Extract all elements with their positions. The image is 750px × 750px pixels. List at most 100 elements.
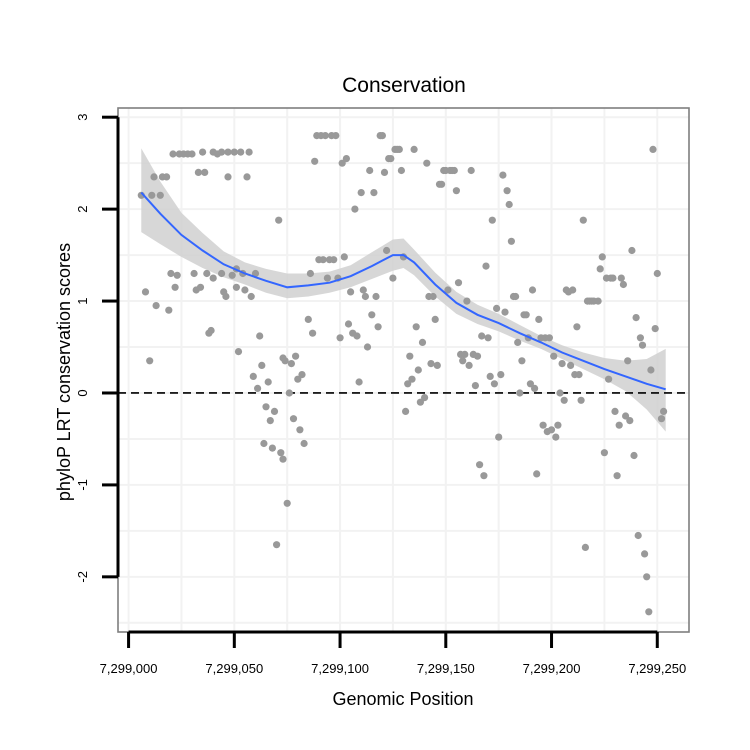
data-point: [218, 269, 226, 278]
data-point: [309, 329, 317, 337]
data-point: [638, 341, 647, 349]
data-point: [294, 375, 302, 383]
data-point: [194, 168, 202, 176]
data-point: [199, 148, 207, 156]
data-point: [165, 306, 173, 314]
data-point: [433, 361, 441, 369]
data-point: [323, 274, 331, 282]
data-point: [218, 148, 226, 156]
data-point: [427, 360, 435, 368]
data-point: [632, 314, 640, 322]
data-point: [657, 415, 666, 423]
data-point: [378, 132, 386, 140]
data-point: [579, 216, 587, 224]
data-point: [514, 338, 522, 346]
data-point: [594, 297, 602, 305]
x-axis: 7,299,000 7,299,050 7,299,100 7,299,150 7,29…: [100, 630, 686, 676]
data-point: [332, 132, 340, 140]
data-point: [516, 389, 524, 397]
data-point: [353, 332, 361, 340]
data-point: [522, 311, 530, 319]
data-point: [292, 352, 300, 360]
data-point: [605, 375, 613, 383]
data-point: [554, 421, 562, 429]
data-point: [397, 166, 405, 175]
data-point: [148, 191, 156, 199]
data-point: [340, 253, 348, 261]
data-point: [444, 286, 452, 294]
data-point: [484, 334, 492, 342]
data-point: [300, 439, 308, 448]
data-point: [613, 472, 621, 480]
data-point: [207, 326, 215, 335]
data-point: [459, 357, 467, 365]
data-point: [243, 173, 251, 181]
y-axis-title: phyloP LRT conservation scores: [54, 243, 74, 501]
data-point: [660, 407, 668, 415]
data-point: [251, 269, 260, 278]
data-point: [203, 269, 211, 278]
data-point: [357, 189, 365, 197]
data-point: [406, 352, 414, 360]
data-point: [596, 265, 604, 273]
data-point: [501, 308, 509, 316]
data-point: [550, 352, 558, 360]
x-axis-title: Genomic Position: [332, 689, 473, 709]
data-point: [277, 449, 285, 457]
data-point: [404, 380, 412, 388]
data-point: [416, 398, 424, 406]
data-point: [463, 297, 471, 305]
y-tick-label: -1: [75, 479, 90, 491]
data-point: [234, 348, 243, 356]
data-point: [478, 332, 486, 340]
data-point: [169, 150, 177, 158]
data-point: [230, 148, 238, 156]
data-point: [152, 302, 160, 310]
data-point: [503, 187, 511, 195]
data-point: [167, 269, 175, 278]
data-point: [254, 384, 262, 392]
data-point: [480, 472, 488, 480]
data-point: [486, 372, 494, 380]
data-point: [647, 366, 655, 374]
data-point: [389, 274, 397, 282]
data-point: [423, 159, 431, 167]
data-point: [628, 246, 636, 255]
y-tick-label: 3: [75, 114, 90, 121]
data-point: [410, 145, 418, 153]
data-point: [473, 352, 482, 360]
data-point: [304, 315, 312, 323]
data-point: [372, 292, 380, 301]
data-point: [467, 166, 475, 175]
data-point: [321, 132, 329, 140]
data-point: [643, 573, 651, 581]
data-point: [368, 311, 376, 319]
data-point: [454, 279, 463, 287]
data-point: [366, 166, 374, 175]
data-point: [545, 334, 554, 342]
data-point: [476, 461, 484, 469]
data-point: [171, 283, 179, 291]
x-tick-label: 7,299,000: [100, 661, 158, 676]
data-point: [146, 357, 154, 365]
data-point: [452, 187, 460, 195]
data-point: [258, 361, 266, 369]
data-point: [567, 361, 575, 369]
data-point: [636, 334, 645, 342]
data-point: [505, 200, 513, 209]
data-point: [609, 274, 617, 282]
data-point: [518, 357, 526, 365]
data-point: [351, 205, 359, 213]
data-point: [624, 357, 632, 365]
data-point: [438, 180, 446, 188]
data-point: [471, 382, 479, 390]
data-point: [319, 256, 327, 264]
data-point: [569, 286, 577, 294]
data-point: [232, 283, 240, 291]
data-point: [374, 323, 382, 331]
data-point: [558, 360, 566, 368]
data-point: [431, 315, 439, 323]
chart-title: Conservation: [342, 74, 466, 97]
data-point: [408, 375, 416, 383]
data-point: [577, 396, 585, 404]
